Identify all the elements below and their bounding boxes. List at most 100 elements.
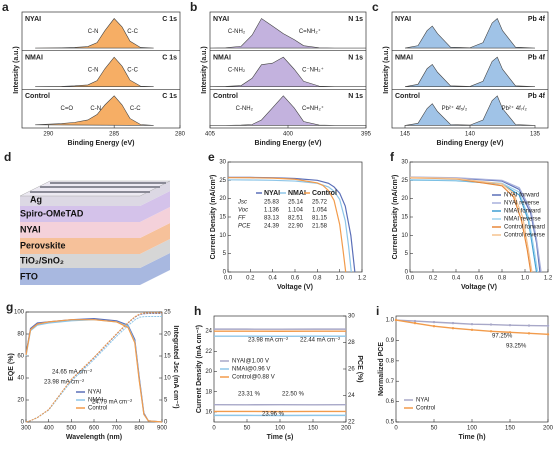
x-tick-label: 395 bbox=[361, 132, 372, 138]
xps-peak bbox=[209, 18, 366, 49]
xps-peak bbox=[35, 95, 154, 126]
x-tick-label: 0.8 bbox=[498, 276, 507, 282]
layer-label: Perovskite bbox=[20, 240, 66, 250]
y-tick-label: 0 bbox=[405, 270, 409, 276]
integrated-jsc-curve bbox=[25, 312, 162, 423]
panel-label: e bbox=[208, 150, 215, 164]
x-tick-label: 0.4 bbox=[452, 276, 461, 282]
y2-axis-label: Integrated Jsc (mA cm⁻²) bbox=[172, 325, 179, 408]
data-point bbox=[508, 331, 512, 334]
peak-label: C-NH₂ bbox=[228, 68, 246, 74]
x-tick-label: 280 bbox=[175, 132, 186, 138]
legend-label: Control bbox=[88, 406, 107, 412]
legend-label: Control forward bbox=[504, 225, 545, 231]
x-axis-label: Voltage (V) bbox=[277, 284, 313, 291]
data-point bbox=[432, 320, 436, 324]
y-tick-label: 10 bbox=[219, 233, 226, 239]
legend-label: NYAI reverse bbox=[504, 201, 540, 207]
data-point bbox=[451, 321, 455, 325]
y-axis-label: Normalized PCE bbox=[378, 342, 385, 396]
panel-label: d bbox=[4, 150, 11, 164]
table-row-label: PCE bbox=[238, 224, 251, 230]
y2-tick-label: 24 bbox=[348, 393, 355, 399]
jv-curve bbox=[409, 176, 533, 273]
layer-label: Spiro-OMeTAD bbox=[20, 208, 84, 218]
eqe-curve bbox=[25, 319, 163, 423]
y2-tick-label: 15 bbox=[164, 354, 171, 360]
data-point bbox=[394, 318, 398, 322]
x-tick-label: 0.0 bbox=[224, 276, 233, 282]
annotation: 24.65 mA cm⁻² bbox=[52, 370, 92, 376]
table-cell: 1.054 bbox=[312, 208, 328, 214]
jv-curve bbox=[227, 179, 352, 273]
stability-curve bbox=[395, 319, 549, 336]
legend-label: Control bbox=[312, 190, 337, 197]
y-tick-label: 25 bbox=[219, 178, 226, 184]
x-tick-label: 0 bbox=[212, 426, 216, 432]
y-tick-label: 15 bbox=[219, 215, 226, 221]
x-tick-label: 0.4 bbox=[268, 276, 277, 282]
xps-peak bbox=[35, 56, 154, 88]
peak-label: Pb²⁺ 4f₅/₂ bbox=[442, 105, 468, 112]
panel-label: a bbox=[2, 0, 9, 14]
x-tick-label: 285 bbox=[109, 132, 120, 138]
panel-label: f bbox=[390, 150, 395, 164]
x-tick-label: 600 bbox=[89, 426, 100, 432]
legend-label: NYAI bbox=[416, 398, 430, 404]
panel-label: c bbox=[372, 0, 379, 14]
data-point bbox=[470, 328, 474, 332]
table-row-label: Jsc bbox=[237, 200, 247, 206]
y-tick-label: 30 bbox=[401, 160, 408, 166]
y-tick-label: 25 bbox=[401, 178, 408, 184]
panel-label: b bbox=[190, 0, 197, 14]
annotation: 23.98 mA cm⁻² bbox=[44, 380, 84, 386]
y2-tick-label: 22 bbox=[348, 420, 355, 426]
panel-label: g bbox=[6, 300, 13, 314]
table-row-label: Voc bbox=[238, 208, 248, 214]
peak-label: C=NH₂⁺ bbox=[302, 105, 324, 112]
y2-tick-label: 5 bbox=[164, 398, 168, 404]
legend-label: Control reverse bbox=[504, 233, 546, 239]
legend-label: NMAI bbox=[88, 398, 103, 404]
data-point bbox=[527, 324, 531, 327]
annotation: 23.96 % bbox=[262, 412, 285, 418]
sample-label: NMAI bbox=[213, 55, 231, 62]
table-cell: 21.58 bbox=[312, 224, 328, 230]
y-tick-label: 0.8 bbox=[386, 358, 395, 364]
layer-fto bbox=[20, 253, 170, 285]
legend-label: NYAI@1.00 V bbox=[232, 359, 269, 365]
y-tick-label: 0.7 bbox=[386, 379, 395, 385]
core-level-label: N 1s bbox=[348, 55, 363, 62]
sample-label: NYAI bbox=[213, 16, 229, 23]
data-point bbox=[489, 323, 493, 326]
data-point bbox=[546, 333, 550, 336]
peak-label: C-N bbox=[88, 68, 99, 74]
x-tick-label: 140 bbox=[465, 132, 476, 138]
x-tick-label: 800 bbox=[134, 426, 145, 432]
y-tick-label: 60 bbox=[17, 354, 24, 360]
x-tick-label: 0.6 bbox=[291, 276, 300, 282]
y-axis-label: Current Density (mA cm⁻²) bbox=[196, 325, 203, 413]
sample-label: Control bbox=[25, 93, 50, 100]
core-level-label: C 1s bbox=[162, 93, 177, 100]
x-axis-label: Voltage (V) bbox=[461, 284, 497, 291]
y-tick-label: 0.9 bbox=[386, 338, 395, 344]
layer-perovskite bbox=[20, 223, 170, 254]
layer-label: FTO bbox=[20, 271, 38, 281]
jv-curve bbox=[409, 176, 542, 273]
layer-tio2 bbox=[20, 239, 170, 268]
y-tick-label: 20 bbox=[205, 369, 212, 375]
xps-peak bbox=[209, 56, 366, 88]
legend-label: NMAI bbox=[288, 190, 306, 197]
y-tick-label: 18 bbox=[205, 389, 212, 395]
y-tick-label: 0 bbox=[223, 270, 227, 276]
x-tick-label: 900 bbox=[157, 426, 168, 432]
data-point bbox=[546, 324, 550, 327]
data-point bbox=[527, 332, 531, 335]
legend-label: NMAI reverse bbox=[504, 217, 541, 223]
layer-label: Ag bbox=[30, 194, 42, 204]
y-tick-label: 100 bbox=[14, 310, 25, 316]
annotation: 22.50 % bbox=[282, 392, 305, 398]
legend-label: NYAI forward bbox=[504, 193, 539, 199]
